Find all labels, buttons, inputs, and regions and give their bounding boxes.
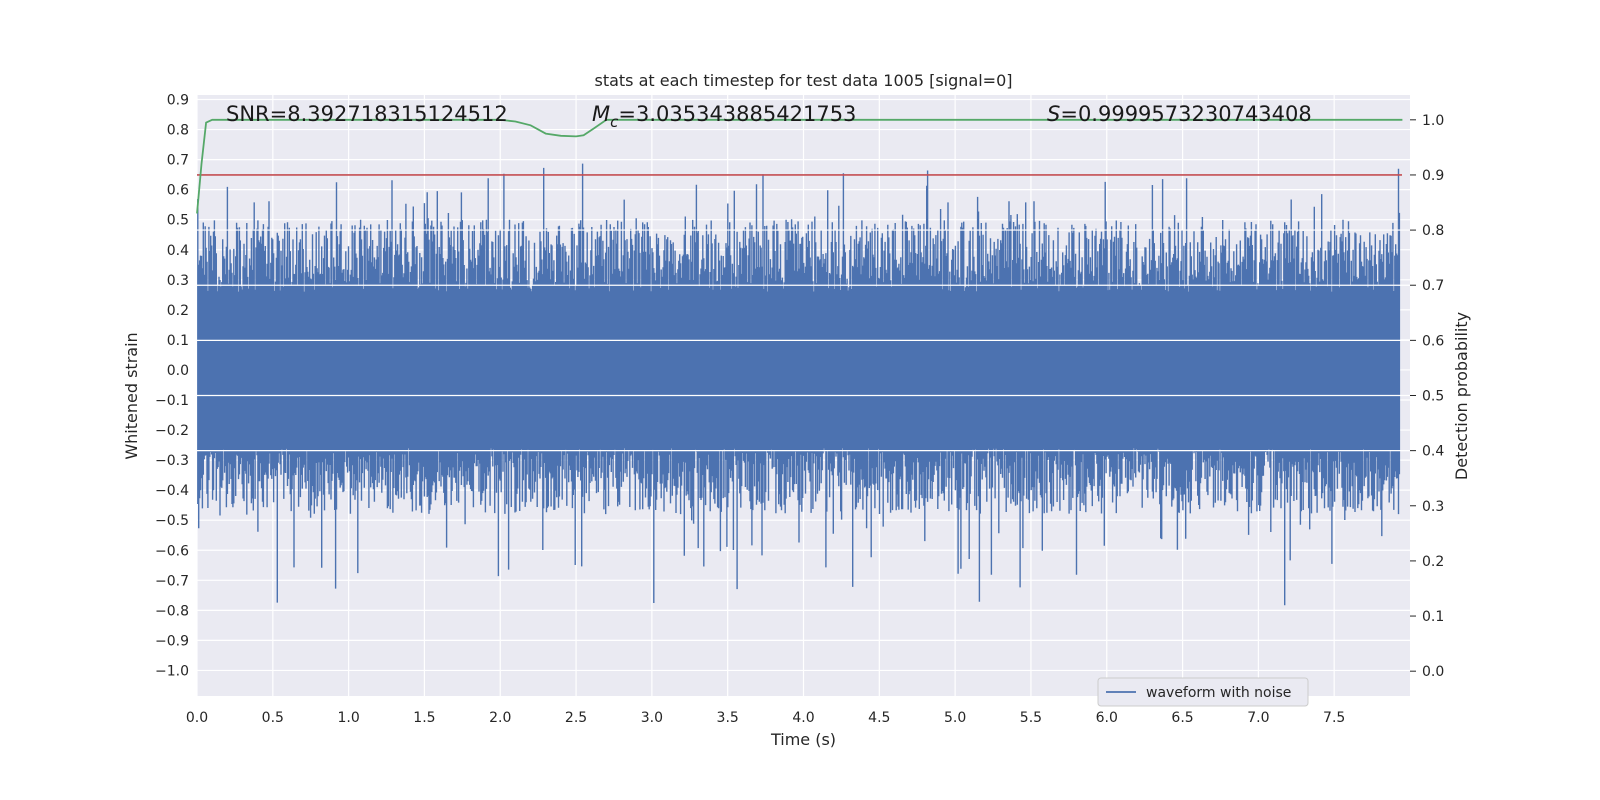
y2-tick-label: 0.8	[1422, 223, 1444, 239]
y2-tick-label: 0.5	[1422, 389, 1444, 405]
y-tick-label: 0.6	[167, 183, 189, 199]
x-axis-label: Time (s)	[770, 730, 836, 749]
y2-axis-label: Detection probability	[1452, 312, 1471, 480]
x-tick-label: 7.5	[1323, 710, 1345, 726]
x-tick-label: 3.0	[641, 710, 663, 726]
y-tick-label: −0.8	[155, 603, 189, 619]
chirp-mass-symbol: M	[592, 102, 610, 126]
x-tick-label: 2.5	[565, 710, 587, 726]
y-tick-label: −0.9	[155, 633, 189, 649]
x-tick-label: 6.5	[1171, 710, 1193, 726]
legend: waveform with noise	[1097, 677, 1309, 707]
x-tick-label: 4.0	[792, 710, 814, 726]
y-tick-label: 0.9	[167, 93, 189, 109]
x-tick-label: 4.5	[868, 710, 890, 726]
x-tick-label: 2.0	[489, 710, 511, 726]
y-tick-label: −0.6	[155, 543, 189, 559]
y-tick-label: 0.2	[167, 303, 189, 319]
chart-title: stats at each timestep for test data 100…	[594, 71, 1012, 90]
chirp-mass-annotation: Mc=3.035343885421753	[592, 102, 856, 131]
y-tick-label: 0.5	[167, 213, 189, 229]
y-tick-label: −0.7	[155, 573, 189, 589]
score-annotation: S=0.9999573230743408	[1047, 102, 1312, 126]
x-tick-label: 5.0	[944, 710, 966, 726]
y-tick-label: −0.5	[155, 513, 189, 529]
y2-tick-label: 0.1	[1422, 609, 1444, 625]
y-tick-label: 0.3	[167, 273, 189, 289]
y2-tick-label: 0.4	[1422, 444, 1444, 460]
legend-entry-waveform: waveform with noise	[1146, 685, 1291, 701]
y2-tick-label: 0.6	[1422, 333, 1444, 349]
x-tick-label: 0.5	[262, 710, 284, 726]
y-tick-label: 0.0	[167, 363, 189, 379]
x-tick-label: 0.0	[186, 710, 208, 726]
y2-tick-label: 0.2	[1422, 554, 1444, 570]
chirp-mass-subscript: c	[610, 113, 619, 131]
y-axis-label: Whitened strain	[122, 332, 141, 459]
y-tick-label: 0.8	[167, 123, 189, 139]
y-tick-label: 0.1	[167, 333, 189, 349]
waveform-with-noise-series	[197, 163, 1401, 606]
chirp-mass-value: =3.035343885421753	[618, 102, 856, 126]
y-tick-label: 0.7	[167, 153, 189, 169]
snr-annotation: SNR=8.392718315124512	[226, 102, 508, 126]
y-tick-label: −0.3	[155, 453, 189, 469]
waveform-trace	[197, 163, 1401, 606]
x-tick-label: 5.5	[1020, 710, 1042, 726]
y2-tick-label: 0.9	[1422, 168, 1444, 184]
x-tick-label: 1.5	[413, 710, 435, 726]
axes-ticks: 0.0 0.5 1.0 1.5 2.0 2.5 3.0 3.5 4.0 4.5 5.0 5.5 6.0 6…	[155, 93, 1444, 726]
score-value: =0.9999573230743408	[1060, 102, 1311, 126]
x-tick-label: 6.0	[1096, 710, 1118, 726]
detection-probability-line	[196, 118, 1403, 214]
y-tick-label: −0.2	[155, 423, 189, 439]
x-tick-label: 3.5	[717, 710, 739, 726]
x-tick-label: 7.0	[1247, 710, 1269, 726]
y2-tick-label: 0.3	[1422, 499, 1444, 515]
y2-tick-label: 1.0	[1422, 113, 1444, 129]
y2-tick-label: 0.7	[1422, 278, 1444, 294]
legend-box	[1097, 677, 1309, 707]
y-tick-label: 0.4	[167, 243, 189, 259]
y-tick-label: −1.0	[155, 663, 189, 679]
x-tick-label: 1.0	[337, 710, 359, 726]
y2-tick-label: 0.0	[1422, 664, 1444, 680]
y-tick-label: −0.4	[155, 483, 189, 499]
score-symbol: S	[1047, 102, 1060, 126]
y-tick-label: −0.1	[155, 393, 189, 409]
